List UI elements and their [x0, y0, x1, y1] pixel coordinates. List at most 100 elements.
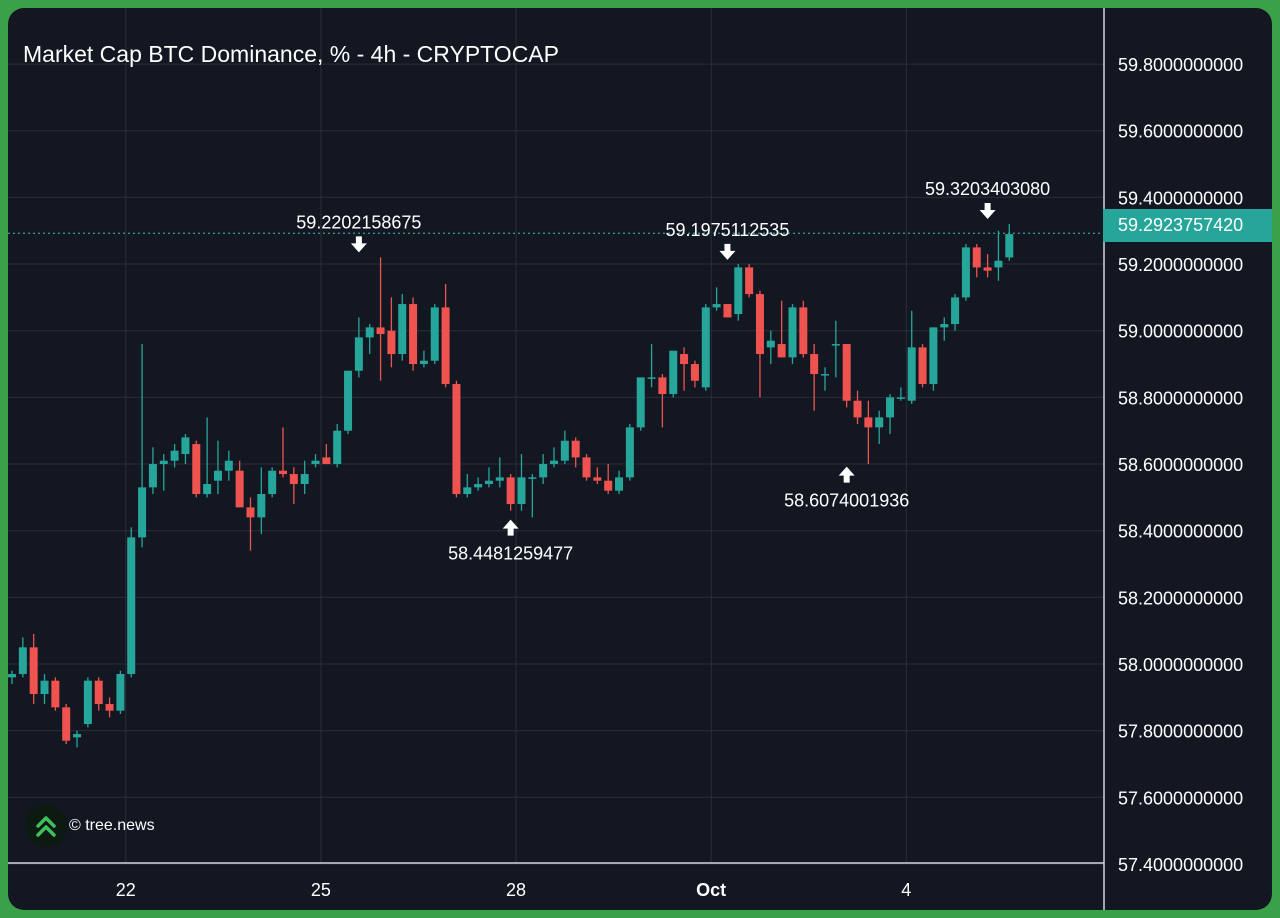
candle-body: [94, 680, 103, 705]
candle-body: [690, 364, 699, 381]
candle-body: [918, 347, 927, 385]
candle-body: [62, 707, 71, 741]
candlestick-chart[interactable]: 59.800000000059.600000000059.40000000005…: [8, 8, 1272, 910]
arrow-down-icon: [979, 202, 996, 219]
high-annotation-label: 59.1975112535: [666, 220, 790, 240]
candle-body: [831, 344, 840, 346]
candle-body: [224, 460, 233, 471]
chevron-up-logo-icon: [25, 805, 67, 847]
candle-body: [170, 450, 179, 461]
candle-body: [311, 460, 320, 465]
candle-body: [636, 377, 645, 428]
candle-body: [842, 344, 851, 401]
candle-body: [701, 307, 710, 388]
candle-body: [734, 267, 743, 315]
candle-body: [875, 417, 884, 428]
candle-body: [658, 377, 667, 395]
candle-body: [452, 384, 461, 495]
y-tick-label: 58.4000000000: [1118, 522, 1243, 542]
candle-body: [474, 484, 483, 488]
candle-body: [116, 674, 125, 711]
candle-body: [484, 480, 493, 485]
candle-body: [387, 330, 396, 355]
arrow-up-icon: [502, 519, 519, 536]
x-tick-label: Oct: [696, 880, 726, 900]
candle-body: [864, 417, 873, 428]
arrow-up-icon: [838, 466, 855, 483]
candle-body: [550, 460, 558, 465]
candle-body: [972, 247, 981, 268]
low-annotation-label: 58.6074001936: [784, 491, 909, 511]
candle-body: [745, 267, 754, 295]
candle-body: [799, 307, 808, 355]
candle-body: [333, 430, 342, 465]
candle-body: [907, 347, 916, 401]
candle-body: [680, 354, 689, 365]
candle-body: [539, 464, 548, 478]
candle-body: [289, 474, 298, 485]
x-tick-label: 28: [506, 880, 526, 900]
candle-body: [506, 477, 515, 505]
y-tick-label: 59.4000000000: [1118, 188, 1243, 208]
candle-body: [430, 307, 439, 361]
y-tick-label: 59.0000000000: [1118, 322, 1243, 342]
candle-body: [582, 457, 591, 478]
candle-body: [29, 647, 38, 695]
candle-body: [203, 484, 212, 495]
candle-body: [810, 354, 819, 375]
y-tick-label: 58.2000000000: [1118, 588, 1243, 608]
candle-body: [712, 304, 721, 308]
candle-body: [896, 397, 905, 399]
candle-body: [246, 507, 255, 518]
candle-body: [127, 537, 136, 675]
y-tick-label: 58.6000000000: [1118, 455, 1243, 475]
candle-body: [951, 297, 960, 325]
candle-body: [615, 477, 624, 491]
candle-body: [148, 464, 157, 488]
x-tick-label: 25: [311, 880, 331, 900]
candle-body: [647, 377, 656, 379]
candle-body: [235, 470, 244, 508]
candle-body: [192, 444, 201, 495]
candle-body: [593, 477, 602, 481]
tree-news-logo: © tree.news: [25, 805, 155, 847]
candle-body: [419, 360, 428, 365]
chart-title: Market Cap BTC Dominance, % - 4h - CRYPT…: [23, 41, 559, 67]
low-annotation-label: 58.4481259477: [448, 544, 573, 564]
candle-body: [441, 307, 450, 385]
candle-body: [398, 304, 407, 355]
arrow-down-icon: [350, 236, 367, 253]
candle-body: [571, 440, 580, 458]
candle-body: [994, 260, 1003, 268]
candle-body: [257, 494, 266, 518]
candle-body: [723, 304, 732, 318]
candle-body: [181, 437, 190, 455]
candle-body: [886, 397, 895, 418]
candle-body: [853, 400, 862, 418]
x-tick-label: 22: [116, 880, 136, 900]
candle-body: [344, 370, 353, 431]
candle-body: [213, 470, 222, 481]
candle-body: [73, 734, 82, 738]
candle-body: [777, 344, 786, 358]
candle-body: [604, 480, 613, 491]
y-tick-label: 57.4000000000: [1118, 855, 1243, 875]
candle-body: [279, 470, 287, 475]
candle-body: [138, 487, 147, 538]
candle-body: [105, 704, 114, 711]
candle-body: [83, 680, 92, 725]
candle-body: [365, 327, 374, 338]
candle-body: [625, 427, 634, 478]
candle-body: [354, 337, 363, 371]
candle-body: [159, 460, 168, 465]
last-price-tag: 59.2923757420: [1103, 209, 1272, 242]
candle-body: [929, 327, 938, 385]
candle-body: [669, 350, 678, 395]
candle-body: [766, 340, 775, 348]
candle-body: [528, 477, 537, 479]
y-tick-label: 58.8000000000: [1118, 388, 1243, 408]
candle-body: [983, 267, 992, 271]
candle-body: [8, 674, 16, 678]
high-annotation-label: 59.3203403080: [925, 179, 1050, 199]
candle-body: [18, 647, 27, 675]
